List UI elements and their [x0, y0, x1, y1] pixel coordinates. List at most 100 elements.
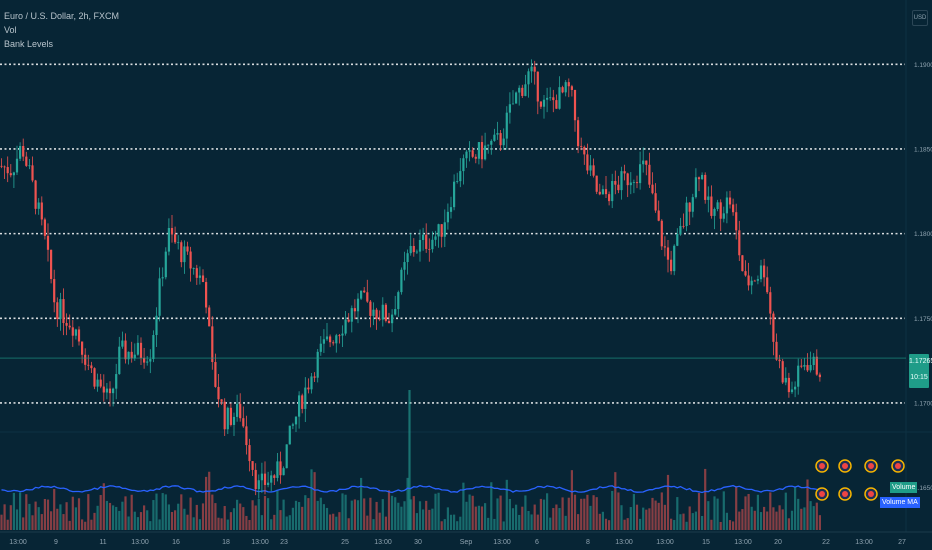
volume-bar: [177, 503, 180, 530]
candle-body: [567, 82, 570, 87]
candle-body: [418, 239, 422, 252]
volume-bar: [586, 494, 589, 530]
candle-body: [347, 319, 350, 322]
volume-bar: [778, 505, 781, 530]
time-tick-label: 13:00: [251, 539, 269, 546]
candle-body: [152, 335, 155, 360]
candle-body: [325, 336, 329, 340]
candle-body: [769, 292, 772, 314]
candle-body: [239, 403, 242, 419]
time-tick-label: 13:00: [493, 539, 511, 546]
volume-bar: [580, 498, 583, 530]
volume-bar: [623, 519, 626, 530]
candle-body: [704, 174, 707, 200]
volume-bar: [87, 494, 90, 530]
volume-bar: [270, 519, 273, 530]
economic-event-icons[interactable]: [815, 459, 905, 501]
candle-body: [697, 177, 701, 180]
event-flag-center: [819, 463, 825, 469]
candle-body: [356, 298, 360, 312]
volume-bar: [679, 514, 682, 530]
volume-bar: [499, 495, 502, 530]
volume-bar: [208, 471, 211, 530]
volume-bar: [71, 496, 74, 530]
volume-bar: [164, 494, 167, 530]
volume-bar: [12, 492, 15, 530]
volume-bar: [614, 472, 617, 530]
volume-bar: [40, 514, 43, 530]
volume-bar: [310, 469, 313, 530]
volume-bar: [589, 505, 592, 530]
time-tick-label: 13:00: [855, 539, 873, 546]
candle-body: [639, 164, 642, 184]
candle-body: [319, 343, 322, 352]
volume-bar: [105, 500, 108, 530]
volume-bar: [487, 517, 490, 530]
candle-body: [344, 319, 347, 334]
candle-body: [338, 335, 341, 337]
volume-bar: [790, 510, 794, 530]
volume-bar: [34, 501, 37, 530]
volume-bar: [121, 501, 124, 530]
price-axis[interactable]: 1.19000 1.18500 1.18000 1.17500 1.17000 1.165…: [914, 62, 932, 492]
candle-body: [81, 341, 84, 355]
candle-body: [50, 249, 53, 280]
price-tick-label: 1.17000: [914, 400, 932, 407]
candle-body: [155, 315, 158, 336]
volume-bar: [304, 495, 307, 530]
candle-body: [189, 251, 192, 269]
candle-body: [496, 133, 499, 135]
candle-body: [573, 89, 577, 121]
candle-body: [617, 184, 620, 191]
indicator-legend[interactable]: Bank Levels: [4, 39, 54, 49]
volume-bar: [127, 516, 130, 530]
candle-body: [378, 318, 381, 320]
volume-bar: [558, 508, 561, 530]
candle-body: [391, 314, 394, 324]
candle-body: [490, 140, 493, 145]
volume-bar: [784, 492, 787, 530]
volume-bar: [325, 507, 329, 530]
candle-body: [518, 87, 521, 93]
volume-legend[interactable]: Vol: [4, 25, 17, 35]
candle-body: [236, 403, 239, 417]
candle-body: [322, 339, 325, 344]
symbol-title[interactable]: Euro / U.S. Dollar, 2h, FXCM: [4, 11, 120, 21]
candle-body: [812, 356, 815, 365]
candle-body: [15, 158, 19, 173]
candle-body: [350, 308, 353, 322]
volume-bar: [502, 521, 505, 530]
candle-body: [226, 407, 229, 430]
candle-body: [406, 253, 409, 263]
candle-body: [679, 225, 682, 234]
volume-bar: [431, 508, 434, 530]
currency-label[interactable]: USD: [912, 10, 928, 26]
volume-bar: [654, 500, 657, 530]
volume-bar: [239, 503, 242, 530]
candle-body: [310, 376, 313, 390]
volume-bar: [350, 500, 353, 530]
candle-body: [177, 242, 180, 244]
volume-bar: [620, 505, 623, 530]
volume-bar: [567, 497, 570, 530]
candle-body: [28, 165, 31, 167]
volume-bar: [146, 510, 149, 530]
volume-bar: [490, 482, 493, 530]
volume-bar: [515, 504, 518, 530]
volume-bar: [738, 511, 741, 530]
time-tick-label: 9: [54, 539, 58, 546]
candle-body: [220, 399, 223, 402]
candle-body: [561, 87, 564, 93]
candle-body: [707, 196, 710, 200]
candle-body: [654, 193, 657, 211]
candle-body: [710, 196, 713, 216]
volume-bar: [363, 498, 366, 530]
volume-bar: [174, 510, 177, 530]
time-axis[interactable]: 13:00 9 11 13:00 16 18 13:00 23 25 13:00 30 Sep 13:0…: [9, 539, 906, 546]
candle-body: [192, 268, 195, 269]
time-tick-label: 22: [822, 539, 830, 546]
candle-body: [133, 354, 136, 359]
candle-body: [276, 461, 279, 478]
candle-body: [521, 87, 524, 96]
